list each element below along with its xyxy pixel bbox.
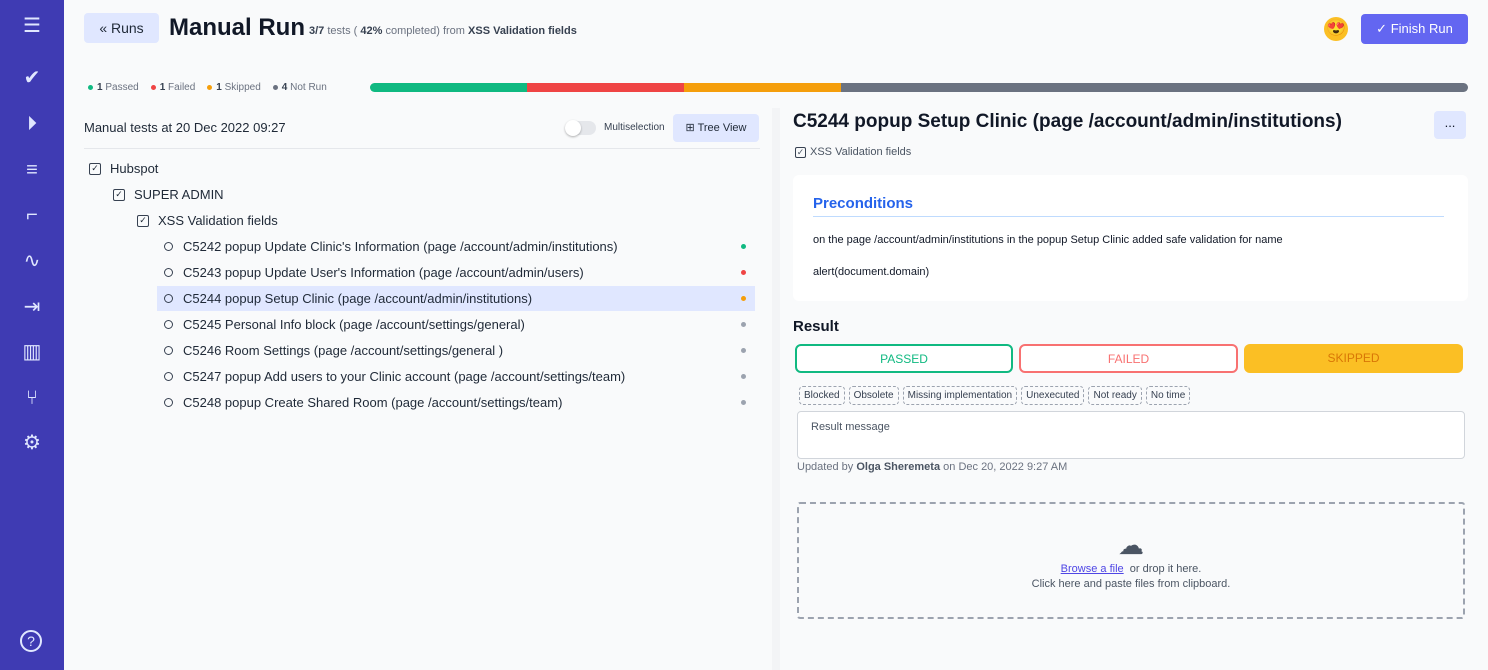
passed-button[interactable]: PASSED	[795, 344, 1013, 373]
check-icon: ✓	[1376, 21, 1388, 36]
checkbox-icon: ✓	[113, 188, 125, 201]
radio-icon	[164, 372, 173, 381]
import-icon[interactable]: ⇥	[23, 296, 41, 318]
run-summary: 3/7 tests ( 42% completed) from XSS Vali…	[309, 25, 577, 37]
progress-segment	[683, 83, 841, 92]
checkmark-icon[interactable]: ✔	[23, 67, 41, 89]
preconditions-card: Preconditions on the page /account/admin…	[793, 175, 1468, 301]
multiselection-label: Multiselection	[604, 122, 665, 133]
play-icon[interactable]: ⏵	[27, 113, 37, 135]
divider	[813, 216, 1444, 217]
result-tags: Blocked Obsolete Missing implementation Une…	[799, 385, 1194, 405]
branch-icon[interactable]: ⑂	[26, 387, 38, 409]
tree-icon: ⊞	[685, 122, 695, 134]
legend-item: 1 Skipped	[207, 82, 261, 93]
suite-label: ✓ XSS Validation fields	[795, 146, 912, 158]
status-dot	[741, 400, 746, 405]
tag-chip[interactable]: Missing implementation	[902, 386, 1018, 405]
multiselection-toggle[interactable]	[565, 120, 596, 136]
page-title: Manual Run	[169, 14, 305, 41]
help-icon[interactable]: ?	[20, 630, 42, 652]
progress-segment	[840, 83, 1468, 92]
result-title: Result	[793, 318, 839, 335]
tree-node-xss[interactable]: ✓ XSS Validation fields	[137, 208, 278, 233]
steps-icon[interactable]: ⌐	[26, 204, 38, 226]
more-button[interactable]: ...	[1434, 111, 1466, 139]
radio-icon	[164, 346, 173, 355]
radio-icon	[164, 320, 173, 329]
radio-icon	[164, 398, 173, 407]
precondition-text: alert(document.domain)	[813, 266, 930, 278]
tree-node-super-admin[interactable]: ✓ SUPER ADMIN	[113, 182, 224, 207]
progress-segment	[370, 83, 527, 92]
checkbox-icon: ✓	[137, 214, 149, 227]
browse-file-link[interactable]: Browse a file	[1060, 563, 1124, 575]
tests-heading: Manual tests at 20 Dec 2022 09:27	[84, 120, 286, 135]
pulse-icon[interactable]: ∿	[23, 250, 41, 272]
skipped-button[interactable]: SKIPPED	[1244, 344, 1463, 373]
tag-chip[interactable]: Obsolete	[848, 386, 899, 405]
tree-node-hubspot[interactable]: ✓ Hubspot	[89, 156, 158, 181]
cloud-upload-icon: ☁	[1118, 530, 1144, 560]
status-dot	[741, 348, 746, 353]
test-row[interactable]: C5248 popup Create Shared Room (page /ac…	[157, 390, 755, 415]
status-dot	[207, 84, 213, 90]
status-dot	[741, 374, 746, 379]
divider	[84, 148, 760, 149]
paste-text: Click here and paste files from clipboar…	[1031, 578, 1231, 590]
resize-handle[interactable]	[772, 108, 780, 670]
status-dot	[150, 84, 156, 90]
updated-info: Updated by Olga Sheremeta on Dec 20, 202…	[797, 461, 1068, 473]
tag-chip[interactable]: Not ready	[1088, 386, 1142, 405]
legend-item: 1 Failed	[150, 82, 195, 93]
drop-text: or drop it here.	[1129, 563, 1202, 575]
test-row[interactable]: C5243 popup Update User's Information (p…	[157, 260, 755, 285]
status-dot	[741, 296, 746, 301]
double-chevron-left-icon: «	[99, 20, 108, 36]
sidebar: ☰ ✔ ⏵ ≡ ⌐ ∿ ⇥ ▥ ⑂ ⚙ ?	[0, 0, 64, 670]
test-title: C5244 popup Setup Clinic (page /account/…	[793, 111, 1342, 132]
radio-icon	[164, 242, 173, 251]
result-message-input[interactable]: Result message	[797, 411, 1465, 459]
list-check-icon[interactable]: ≡	[26, 159, 38, 181]
chart-icon[interactable]: ▥	[22, 341, 42, 363]
checkbox-icon: ✓	[89, 162, 101, 175]
tree-view-button[interactable]: ⊞ Tree View	[673, 114, 759, 142]
progress-bar	[370, 83, 1468, 92]
failed-button[interactable]: FAILED	[1019, 344, 1238, 373]
file-dropzone[interactable]: ☁ Browse a file or drop it here. Click h…	[797, 502, 1465, 619]
status-dot	[741, 244, 746, 249]
avatar[interactable]: 😍	[1324, 17, 1348, 41]
tag-chip[interactable]: Blocked	[799, 386, 845, 405]
finish-run-button[interactable]: ✓ Finish Run	[1361, 14, 1468, 44]
gear-icon[interactable]: ⚙	[23, 432, 41, 454]
radio-icon	[164, 294, 173, 303]
back-label: Runs	[111, 20, 144, 36]
test-row[interactable]: C5247 popup Add users to your Clinic acc…	[157, 364, 755, 389]
preconditions-title: Preconditions	[813, 195, 914, 212]
radio-icon	[164, 268, 173, 277]
test-row[interactable]: C5242 popup Update Clinic's Information …	[157, 234, 755, 259]
test-row[interactable]: C5245 Personal Info block (page /account…	[157, 312, 755, 337]
status-legend: 1 Passed 1 Failed 1 Skipped 4 Not Run	[88, 82, 327, 93]
legend-item: 1 Passed	[88, 82, 139, 93]
status-dot	[272, 84, 278, 90]
menu-icon[interactable]: ☰	[23, 15, 41, 37]
tag-chip[interactable]: Unexecuted	[1021, 386, 1085, 405]
back-to-runs-button[interactable]: « Runs	[84, 13, 159, 43]
checkbox-icon: ✓	[795, 146, 806, 158]
progress-segment	[526, 83, 684, 92]
status-dot	[741, 270, 746, 275]
test-row[interactable]: C5246 Room Settings (page /account/setti…	[157, 338, 755, 363]
legend-item: 4 Not Run	[272, 82, 327, 93]
tag-chip[interactable]: No time	[1145, 386, 1191, 405]
status-dot	[88, 84, 93, 90]
test-row[interactable]: C5244 popup Setup Clinic (page /account/…	[157, 286, 755, 311]
precondition-text: on the page /account/admin/institutions …	[813, 234, 1283, 246]
status-dot	[741, 322, 746, 327]
